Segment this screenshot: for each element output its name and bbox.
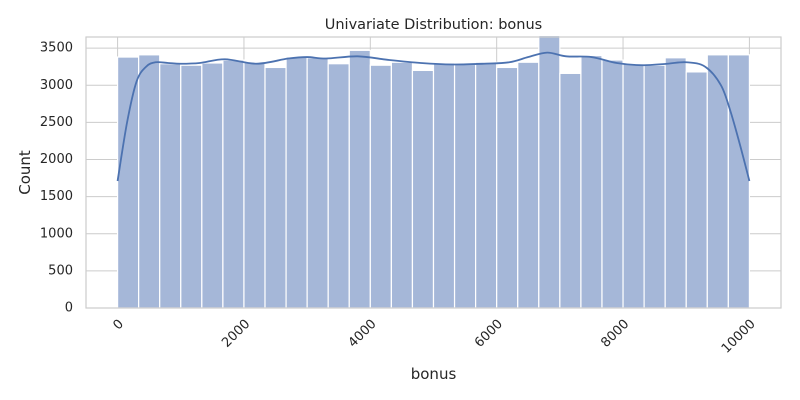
x-tick-label-5: 10000 xyxy=(719,317,759,357)
histogram-bar-5 xyxy=(222,59,245,309)
histogram-bar-26 xyxy=(664,57,687,309)
histogram-bar-10 xyxy=(327,63,350,309)
y-tick-labels: 0 500 1000 1500 2000 2500 3000 3500 xyxy=(40,41,73,316)
x-tick-label-3: 6000 xyxy=(472,317,506,351)
histogram-bar-22 xyxy=(580,54,603,309)
x-tick-label-4: 8000 xyxy=(598,317,632,351)
y-tick-label-2: 1000 xyxy=(40,226,73,241)
histogram-bar-6 xyxy=(243,61,266,309)
histogram-bar-9 xyxy=(306,57,329,309)
histogram-bar-14 xyxy=(411,69,435,309)
histogram-bar-12 xyxy=(369,64,392,309)
histogram-bar-29 xyxy=(727,54,751,309)
chart-title: Univariate Distribution: bonus xyxy=(325,17,543,33)
histogram-bar-11 xyxy=(348,49,371,309)
histogram-bar-27 xyxy=(685,71,708,309)
y-tick-label-5: 2500 xyxy=(40,115,73,130)
y-tick-label-6: 3000 xyxy=(40,78,73,93)
x-tick-label-2: 4000 xyxy=(346,317,380,351)
histogram-bar-2 xyxy=(159,63,182,309)
histogram-bar-4 xyxy=(201,62,224,309)
histogram-bar-17 xyxy=(475,61,498,309)
kde-curve-layer xyxy=(116,51,751,182)
histogram-bar-3 xyxy=(180,64,203,309)
histogram-bar-13 xyxy=(390,61,414,309)
y-tick-label-0: 0 xyxy=(65,301,73,316)
histogram-bar-18 xyxy=(496,66,519,309)
kde-line xyxy=(116,51,751,182)
histogram-bar-20 xyxy=(538,34,561,309)
histogram-bar-7 xyxy=(264,66,287,309)
histogram-bar-25 xyxy=(643,64,666,309)
histogram-bar-23 xyxy=(601,59,624,309)
y-tick-label-7: 3500 xyxy=(40,41,73,56)
histogram-bar-15 xyxy=(432,62,456,309)
x-axis-label: bonus xyxy=(411,365,457,383)
histogram-bar-1 xyxy=(138,54,161,309)
y-tick-label-3: 1500 xyxy=(40,189,73,204)
x-tick-label-1: 2000 xyxy=(219,317,253,351)
x-tick-label-0: 0 xyxy=(110,317,126,333)
y-tick-label-4: 2000 xyxy=(40,152,73,167)
plot-area-frame xyxy=(85,36,782,309)
histogram-bar-19 xyxy=(517,61,540,309)
histogram-bar-16 xyxy=(453,63,477,309)
histogram-bar-21 xyxy=(559,72,582,309)
histogram-bar-8 xyxy=(285,56,308,309)
y-axis-label: Count xyxy=(16,150,34,195)
histogram-bar-24 xyxy=(622,63,645,309)
histogram-bars xyxy=(116,34,751,309)
x-tick-labels: 0 2000 4000 6000 8000 10000 xyxy=(110,317,758,357)
y-tick-label-1: 500 xyxy=(48,263,73,278)
histogram-bar-0 xyxy=(116,56,140,309)
